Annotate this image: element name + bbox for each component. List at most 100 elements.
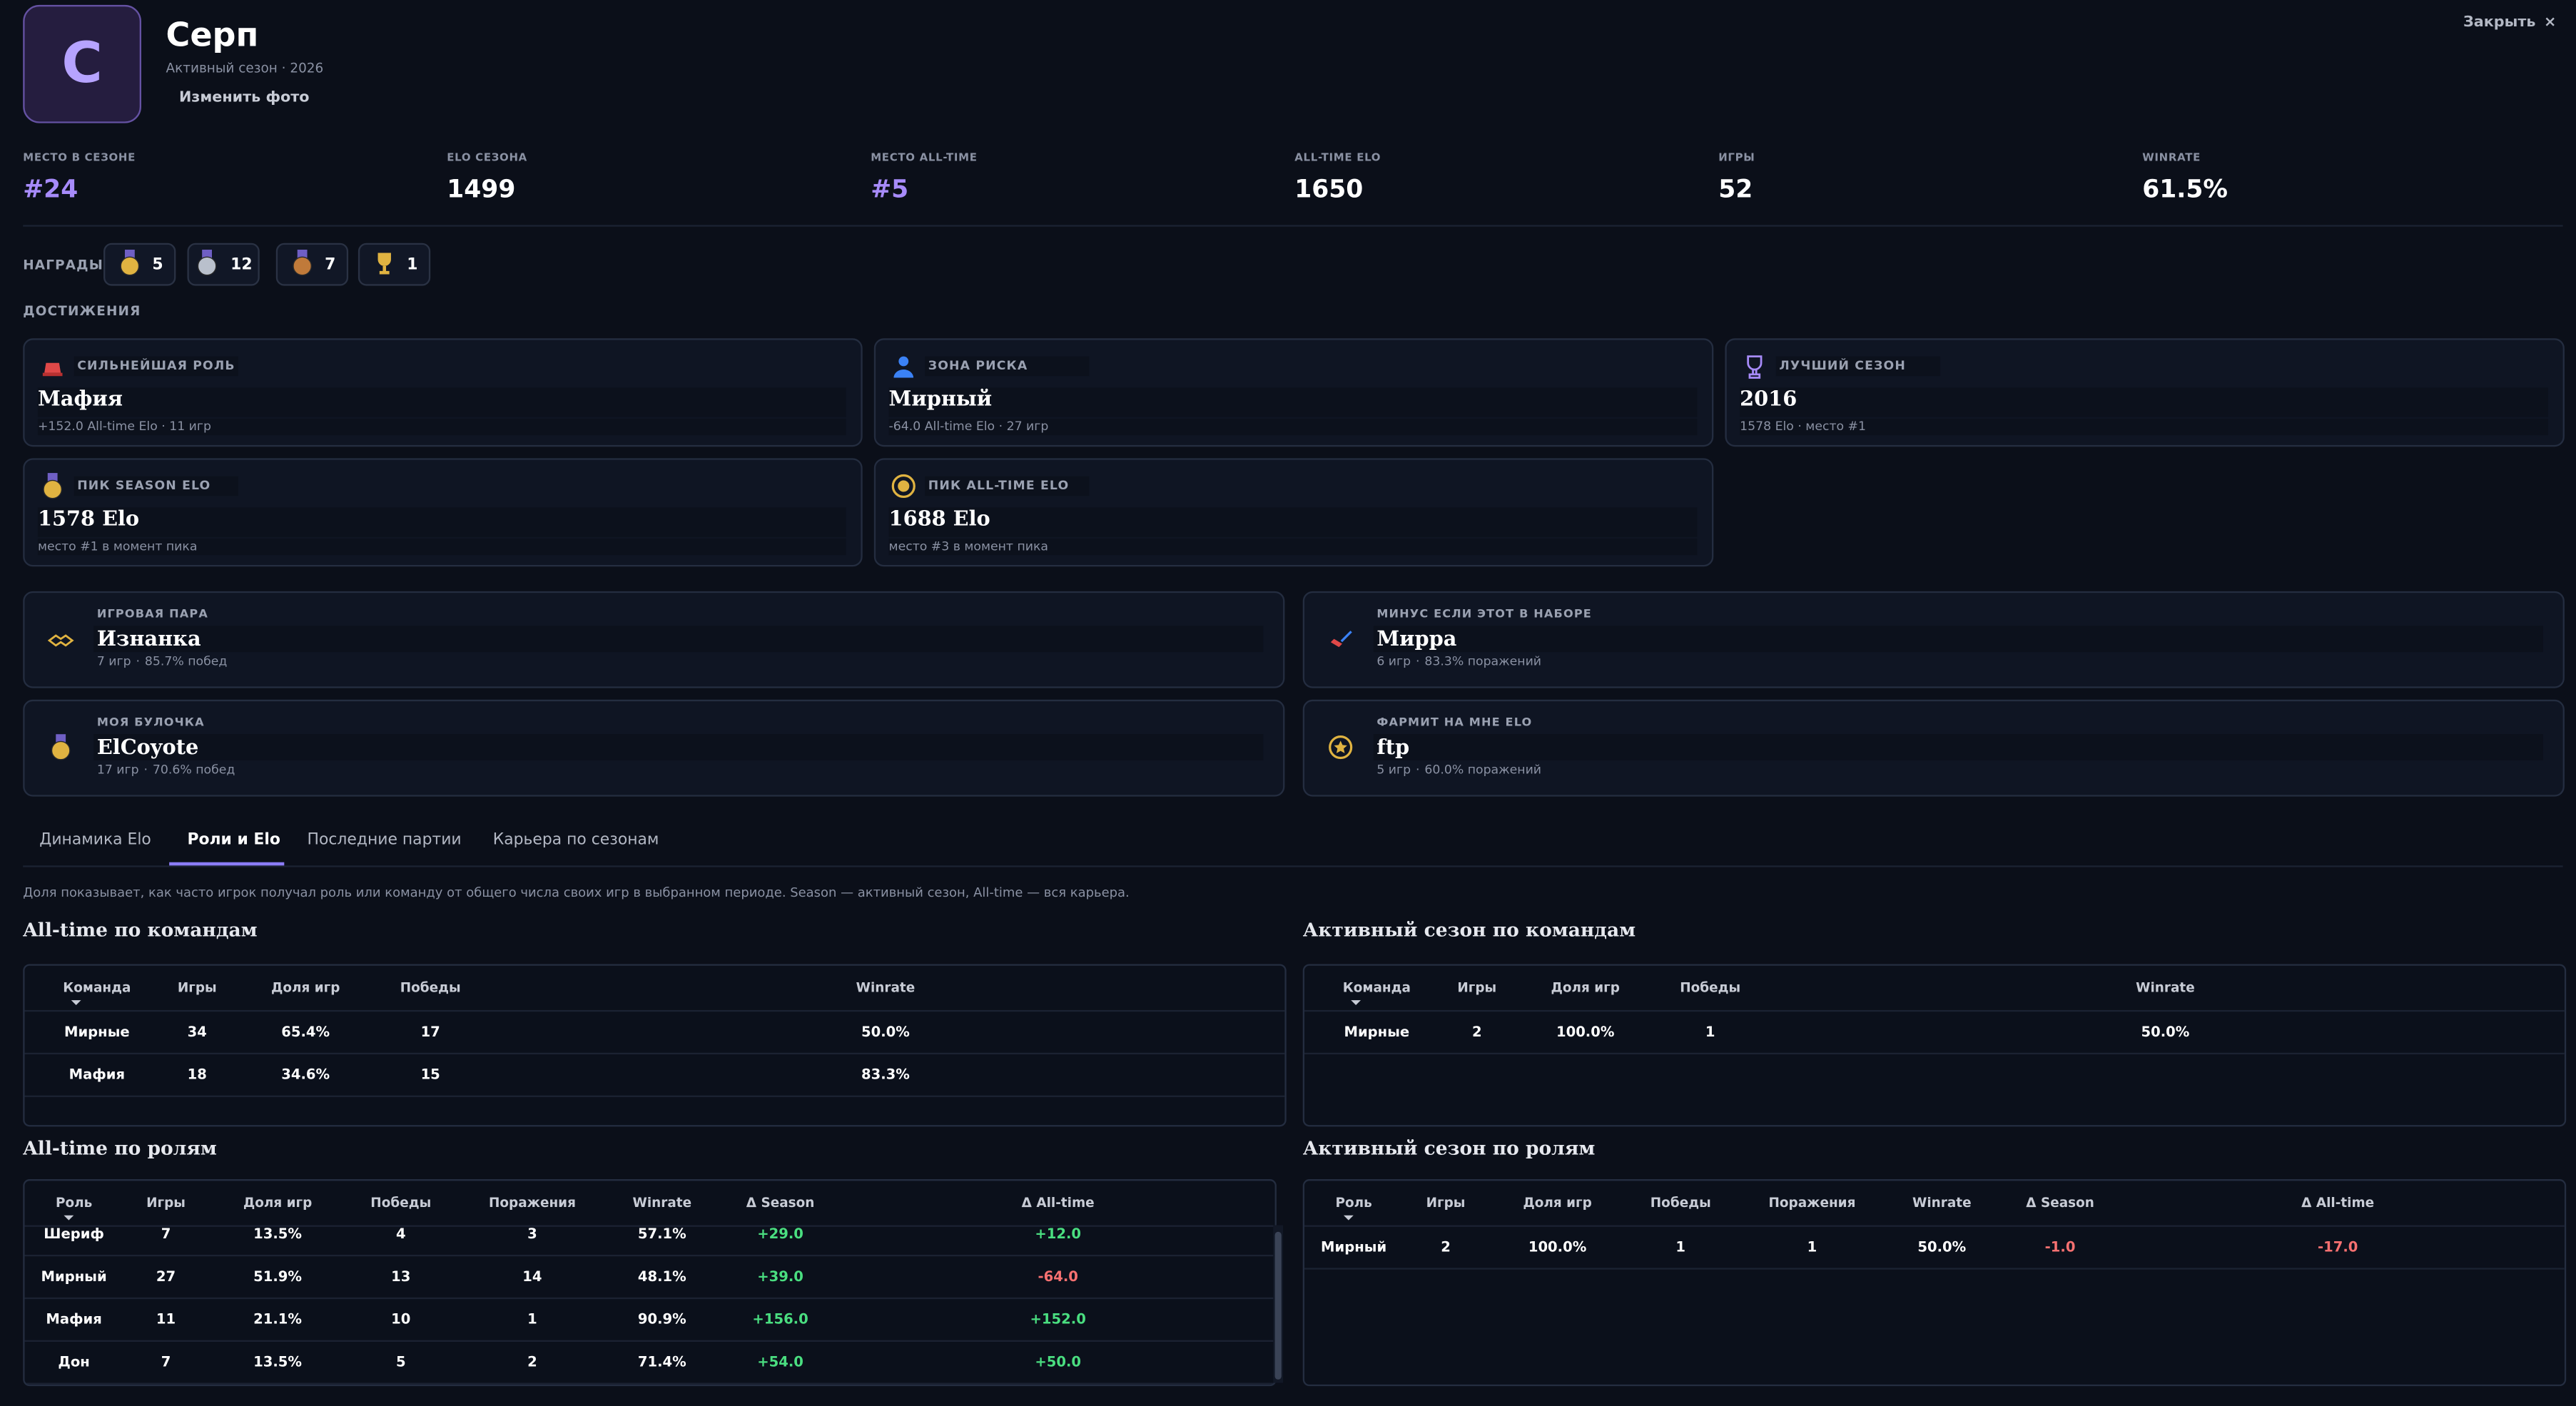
header-line: [24, 1009, 1285, 1012]
column-header[interactable]: Winrate: [2136, 980, 2195, 995]
icon: [1327, 626, 1354, 658]
column-header-text: Δ All-time: [1021, 1196, 1095, 1211]
stat-value: 1499: [447, 174, 516, 204]
column-header[interactable]: Роль: [56, 1196, 92, 1225]
column-header[interactable]: Доля игр: [271, 980, 340, 995]
row-line: [24, 1297, 1275, 1300]
column-header[interactable]: Доля игр: [243, 1196, 313, 1211]
table-cell: Мирные: [64, 1024, 130, 1041]
pair-games: 17 игр: [96, 762, 139, 777]
table-cell: 11: [156, 1312, 176, 1329]
strip: [37, 387, 846, 417]
column-header-text: Доля игр: [270, 980, 340, 996]
stat-value: 1650: [1294, 174, 1364, 204]
close-button[interactable]: Закрыть ×: [2463, 15, 2556, 31]
column-header[interactable]: Доля игр: [1551, 980, 1620, 995]
column-header[interactable]: Победы: [370, 1196, 431, 1211]
achievement-value: Мирный: [888, 386, 993, 411]
column-header[interactable]: Игры: [178, 980, 217, 995]
column-header-text: Игры: [1426, 1196, 1466, 1211]
icon-graphic: [198, 248, 218, 275]
column-header[interactable]: Команда: [63, 980, 131, 1009]
table-cell: +54.0: [757, 1355, 803, 1372]
column-header[interactable]: Δ All-time: [2301, 1196, 2374, 1211]
column-header[interactable]: Δ Season: [2026, 1196, 2094, 1211]
strip: [1740, 419, 2548, 436]
achievement-card: СИЛЬНЕЙШАЯ РОЛЬ Мафия +152.0 All-time Elo …: [23, 338, 863, 447]
icon: [39, 353, 66, 386]
table-cell: 83.3%: [861, 1067, 910, 1084]
column-header[interactable]: Δ All-time: [1022, 1196, 1095, 1211]
pair-games: 5 игр: [1376, 762, 1411, 777]
table-cell: -1.0: [2044, 1240, 2076, 1257]
table-cell: 51.9%: [253, 1269, 303, 1286]
sort-arrow: [64, 1215, 74, 1221]
avatar: С: [23, 4, 141, 123]
table-cell: 15: [420, 1067, 440, 1084]
stat-label: WINRATE: [2142, 151, 2201, 165]
icon-graphic: [51, 734, 71, 760]
row-line: [24, 1340, 1275, 1342]
column-header[interactable]: Поражения: [489, 1196, 576, 1211]
column-header[interactable]: Игры: [146, 1196, 186, 1211]
table-cell: -64.0: [1038, 1269, 1078, 1286]
subtitle: Активный сезон · 2026: [166, 61, 324, 76]
table-cell: 48.1%: [637, 1269, 686, 1286]
scrollbar-thumb: [1274, 1231, 1282, 1380]
column-header-text: Δ Season: [746, 1196, 815, 1211]
table-cell: 34.6%: [281, 1067, 330, 1084]
table-cell: 50.0%: [1917, 1240, 1967, 1257]
pair-rate: 85.7% побед: [144, 653, 228, 669]
icon-graphic: [1747, 355, 1763, 379]
column-header[interactable]: Победы: [1680, 980, 1740, 995]
column-header[interactable]: Поражения: [1768, 1196, 1855, 1211]
column-header[interactable]: Игры: [1426, 1196, 1466, 1211]
strip: [888, 387, 1698, 417]
tab[interactable]: Карьера по сезонам: [492, 830, 659, 850]
achievement-label: СИЛЬНЕЙШАЯ РОЛЬ: [77, 357, 235, 373]
column-header[interactable]: Доля игр: [1523, 1196, 1592, 1211]
icon: [371, 249, 397, 280]
table-cell: +156.0: [752, 1312, 808, 1329]
column-header[interactable]: Winrate: [1912, 1196, 1972, 1211]
header-line: [1304, 1225, 2565, 1227]
strip: [888, 539, 1698, 556]
column-header[interactable]: Роль: [1335, 1196, 1372, 1225]
column-header-text: Δ Season: [2026, 1196, 2094, 1211]
strip: [73, 356, 238, 377]
table-cell: 13.5%: [253, 1226, 303, 1243]
column-header[interactable]: Winrate: [856, 980, 916, 995]
column-header[interactable]: Победы: [1650, 1196, 1711, 1211]
column-header-text: Игры: [1457, 980, 1497, 996]
column-header-text: Winrate: [1912, 1196, 1972, 1211]
achievement-label: ПИК SEASON ELO: [77, 477, 211, 493]
table-cell: 13: [391, 1269, 411, 1286]
column-header[interactable]: Winrate: [633, 1196, 692, 1211]
strip: [925, 356, 1090, 377]
award-badge: 12: [187, 243, 260, 286]
pair-meta: 17 игр · 70.6% побед: [97, 762, 235, 777]
pair-card: ФАРМИТ НА МНЕ ELO ftp 5 игр · 60.0% поражени…: [1302, 699, 2565, 797]
stat-label: ELO СЕЗОНА: [447, 151, 527, 165]
tab[interactable]: Последние партии: [307, 830, 462, 850]
achievement-sub: 1578 Elo · место #1: [1740, 419, 1867, 434]
strip: [1740, 387, 2548, 417]
tab[interactable]: Динамика Elo: [39, 830, 151, 850]
icon-graphic: [119, 248, 139, 275]
column-header[interactable]: Игры: [1457, 980, 1496, 995]
tab[interactable]: Роли и Elo: [187, 830, 280, 850]
table: Команда Игры Доля игр Победы Winrate Мирные 2 1…: [1302, 964, 2567, 1127]
column-header[interactable]: Победы: [400, 980, 461, 995]
achievement-label: ПИК ALL-TIME ELO: [928, 477, 1070, 493]
table-body: Мирные 2 100.0% 1 50.0%: [1304, 1012, 2565, 1125]
row-line: [1304, 1052, 2565, 1055]
table-cell: 7: [161, 1355, 171, 1372]
strip: [1373, 626, 2543, 653]
column-header[interactable]: Δ Season: [746, 1196, 815, 1211]
strip: [37, 419, 846, 436]
header-line: [1304, 1009, 2565, 1012]
pair-name: ElCoyote: [96, 734, 199, 759]
column-header[interactable]: Команда: [1343, 980, 1411, 1009]
change-photo-button[interactable]: Изменить фото: [178, 90, 310, 107]
